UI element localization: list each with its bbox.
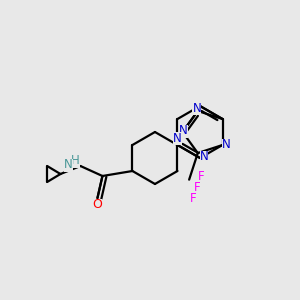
Text: N: N xyxy=(173,131,182,145)
Text: F: F xyxy=(198,170,204,183)
Text: N: N xyxy=(200,151,208,164)
Text: H: H xyxy=(71,154,80,167)
Text: O: O xyxy=(92,199,102,212)
Text: N: N xyxy=(192,103,201,116)
Text: N: N xyxy=(64,158,73,172)
Text: N: N xyxy=(179,124,188,137)
Text: N: N xyxy=(222,139,231,152)
Text: F: F xyxy=(190,192,196,205)
Text: F: F xyxy=(194,181,200,194)
